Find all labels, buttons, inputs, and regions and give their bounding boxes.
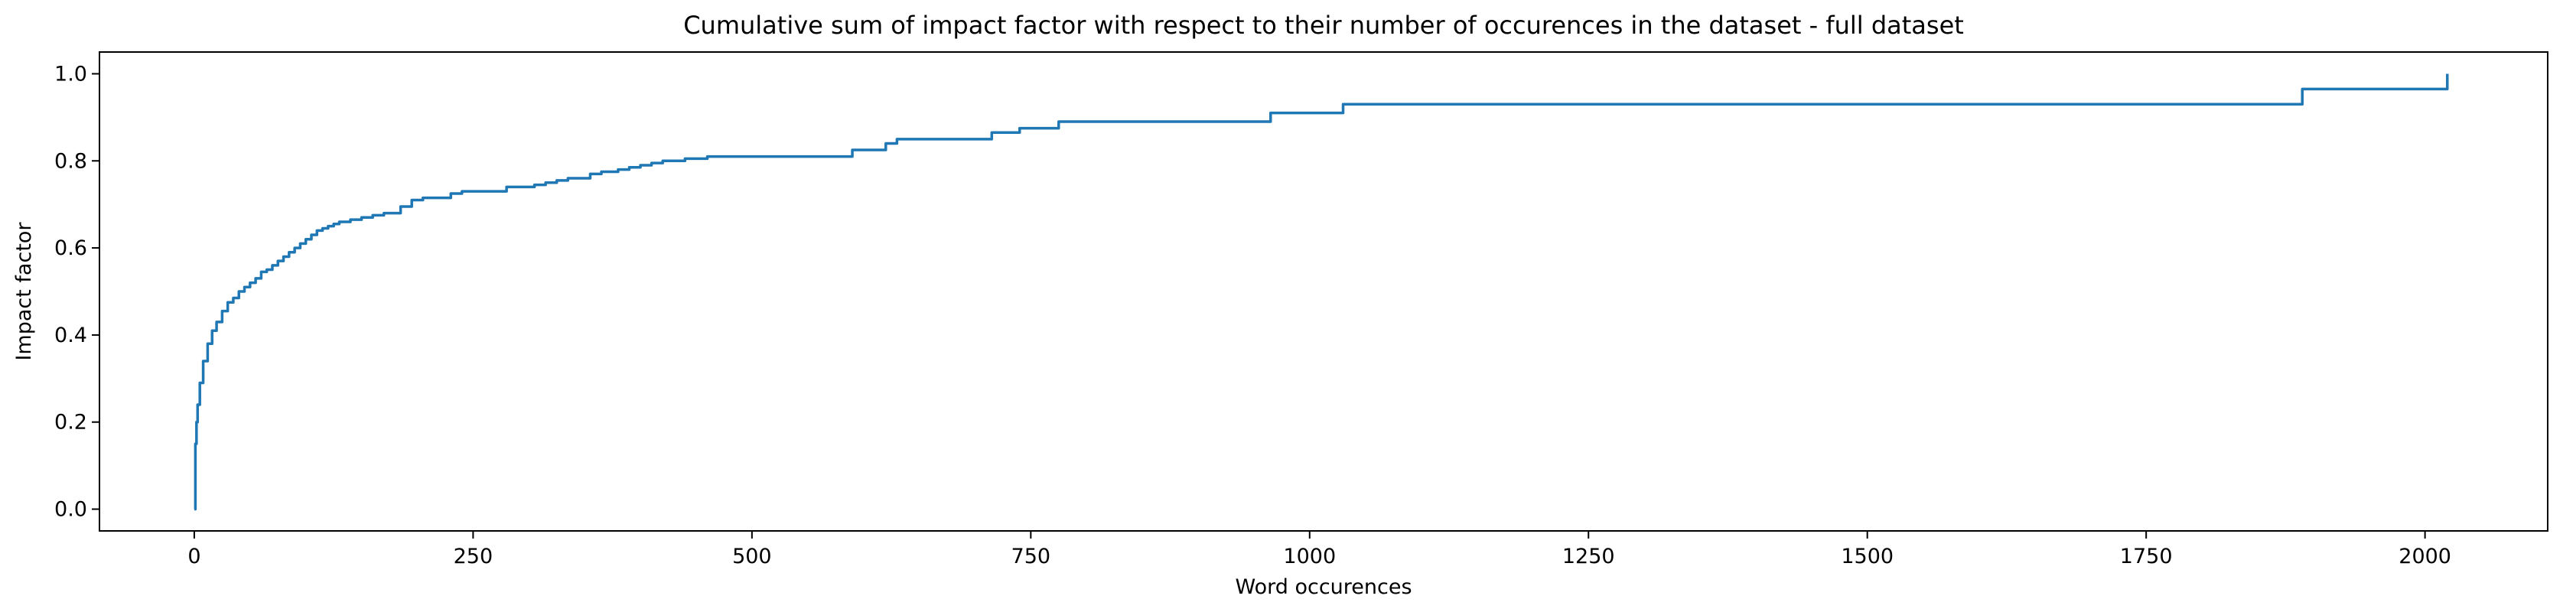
y-tick-label: 1.0: [54, 62, 87, 86]
series-line: [194, 73, 2449, 511]
x-tick-label: 0: [187, 545, 200, 568]
chart-title: Cumulative sum of impact factor with res…: [683, 11, 1964, 40]
x-tick-label: 1750: [2120, 545, 2173, 568]
x-axis: 0 250 500 750 1000 1250 1500 1750 2000: [187, 531, 2451, 568]
x-tick-label: 500: [732, 545, 772, 568]
x-tick-label: 250: [454, 545, 493, 568]
y-tick-label: 0.2: [54, 411, 87, 435]
y-tick-label: 0.8: [54, 149, 87, 173]
y-tick-label: 0.4: [54, 324, 87, 347]
plot-frame: [99, 51, 2548, 532]
x-tick-label: 1500: [1841, 545, 1894, 568]
x-tick-label: 2000: [2399, 545, 2451, 568]
y-axis: 0.0 0.2 0.4 0.6 0.8 1.0: [54, 62, 99, 522]
x-tick-label: 1250: [1562, 545, 1615, 568]
x-tick-label: 1000: [1283, 545, 1336, 568]
x-tick-label: 750: [1011, 545, 1051, 568]
y-axis-label: Impact factor: [12, 222, 36, 361]
y-tick-label: 0.6: [54, 236, 87, 260]
y-tick-label: 0.0: [54, 498, 87, 522]
x-axis-label: Word occurences: [1235, 575, 1412, 599]
